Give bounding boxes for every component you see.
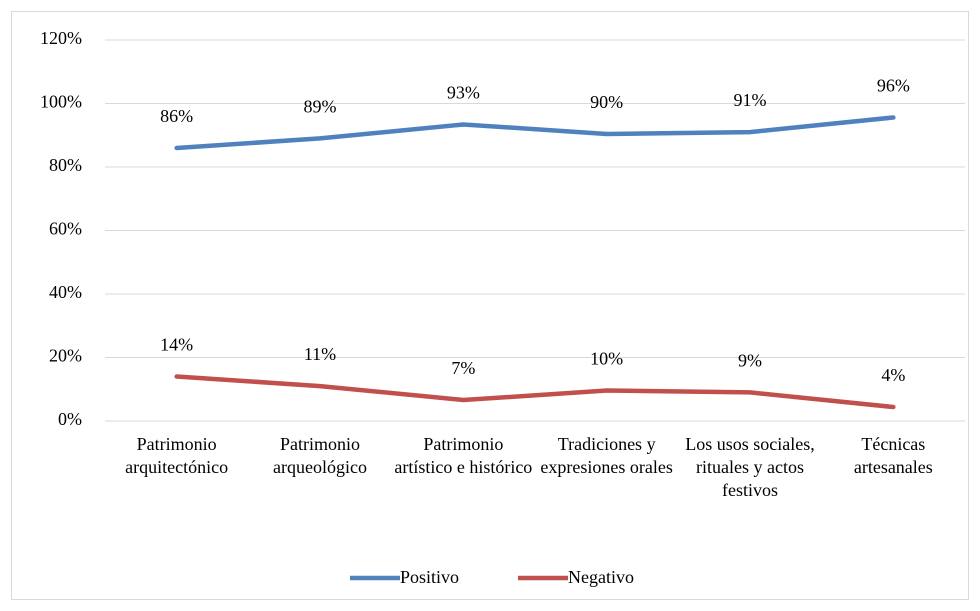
data-label: 9% (738, 351, 762, 371)
x-tick-label: Patrimonio arquitectónico (125, 434, 229, 477)
line (174, 115, 896, 151)
y-tick-label: 60% (49, 219, 82, 239)
y-tick-label: 100% (40, 92, 82, 112)
x-tick-label: Los usos sociales, rituales y actos fest… (685, 434, 815, 500)
y-tick-label: 0% (58, 409, 82, 429)
data-label: 90% (590, 92, 623, 112)
chart-border (11, 11, 969, 600)
data-label: 91% (734, 90, 767, 110)
data-label: 96% (877, 76, 910, 96)
legend-label: Positivo (400, 567, 459, 587)
y-tick-label: 80% (49, 155, 82, 175)
y-tick-label: 120% (40, 28, 82, 48)
data-label: 86% (160, 106, 193, 126)
data-label: 7% (451, 358, 475, 378)
data-label: 93% (447, 83, 480, 103)
data-label: 11% (304, 344, 336, 364)
y-tick-label: 20% (49, 346, 82, 366)
x-tick-label: Técnicas artesanales (853, 434, 933, 477)
data-label: 14% (160, 335, 193, 355)
data-label: 89% (304, 97, 337, 117)
x-tick-label: Patrimonio artístico e histórico (394, 434, 533, 477)
x-tick-label: Patrimonio arqueológico (273, 434, 367, 477)
x-tick-label: Tradiciones y expresiones orales (540, 434, 673, 477)
legend-label: Negativo (568, 567, 634, 587)
data-label: 10% (590, 349, 623, 369)
y-tick-label: 40% (49, 282, 82, 302)
line (174, 374, 896, 410)
data-label: 4% (881, 365, 905, 385)
